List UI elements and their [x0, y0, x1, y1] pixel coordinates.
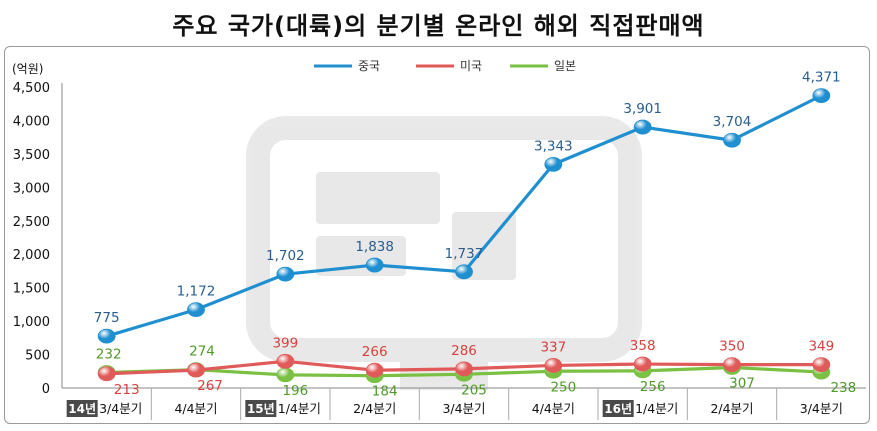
- chart-frame: [4, 46, 870, 424]
- data-point-0: [276, 266, 295, 282]
- data-point-0: [633, 119, 652, 135]
- x-tick-label: 3/4분기: [442, 401, 485, 416]
- chart-title: 주요 국가(대륙)의 분기별 온라인 해외 직접판매액: [172, 12, 705, 40]
- data-point-1: [633, 356, 652, 372]
- data-point-1: [365, 362, 384, 378]
- data-label: 267: [197, 378, 223, 394]
- x-tick-label: 3/4분기: [99, 401, 142, 416]
- data-label: 358: [630, 338, 656, 354]
- data-point-1: [276, 353, 295, 369]
- year-badge-label: 16년: [604, 402, 632, 416]
- data-point-0: [187, 302, 205, 318]
- y-tick-label: 4,500: [13, 81, 50, 96]
- data-point-0: [723, 132, 741, 148]
- data-label: 213: [114, 382, 140, 398]
- data-label: 205: [461, 382, 487, 398]
- data-label: 3,343: [534, 138, 573, 154]
- data-label: 184: [372, 384, 398, 400]
- x-tick-label: 4/4분기: [532, 401, 575, 416]
- data-point-0: [455, 264, 473, 280]
- x-tick-label: 2/4분기: [710, 401, 753, 416]
- data-label: 286: [451, 343, 477, 359]
- data-point-1: [187, 362, 205, 378]
- data-point-0: [812, 88, 831, 104]
- year-badge-label: 15년: [247, 402, 275, 416]
- legend-label: 미국: [460, 59, 482, 73]
- data-label: 256: [640, 379, 666, 395]
- data-point-1: [97, 366, 116, 382]
- x-tick-label: 4/4분기: [174, 401, 217, 416]
- data-label: 1,737: [445, 246, 484, 262]
- data-point-1: [455, 361, 473, 377]
- y-tick-label: 2,500: [13, 215, 50, 230]
- data-label: 250: [550, 379, 576, 395]
- y-tick-label: 500: [25, 349, 50, 364]
- data-point-1: [723, 357, 741, 372]
- x-tick-label: 1/4분기: [278, 401, 321, 416]
- x-tick-label: 3/4분기: [800, 401, 843, 416]
- data-label: 4,371: [802, 70, 841, 86]
- y-tick-label: 0: [42, 382, 50, 397]
- data-label: 1,838: [355, 239, 394, 255]
- year-badge: [245, 400, 277, 417]
- data-label: 399: [272, 335, 298, 351]
- y-tick-label: 1,000: [13, 315, 50, 330]
- y-tick-label: 3,500: [13, 148, 50, 163]
- year-badge-label: 14년: [68, 402, 96, 416]
- data-label: 3,901: [623, 101, 662, 117]
- data-label: 1,172: [177, 284, 216, 300]
- y-tick-label: 4,000: [13, 114, 50, 129]
- data-label: 274: [189, 344, 215, 360]
- data-point-0: [544, 156, 563, 172]
- legend-label: 중국: [358, 59, 380, 73]
- y-tick-label: 3,000: [13, 181, 50, 196]
- data-label: 1,702: [266, 248, 305, 264]
- data-point-1: [544, 358, 563, 373]
- data-label: 266: [362, 344, 388, 360]
- data-label: 232: [96, 346, 122, 362]
- year-badge: [602, 400, 634, 417]
- x-tick-label: 1/4분기: [635, 401, 678, 416]
- data-point-0: [365, 257, 384, 273]
- data-label: 238: [830, 380, 856, 396]
- data-label: 196: [282, 383, 308, 399]
- data-label: 350: [719, 339, 745, 355]
- data-label: 349: [808, 339, 834, 355]
- data-point-0: [97, 328, 116, 344]
- year-badge: [66, 400, 98, 417]
- y-axis-unit: (억원): [12, 62, 43, 76]
- legend-label: 일본: [554, 59, 576, 73]
- data-label: 3,704: [713, 114, 752, 130]
- data-label: 337: [540, 339, 566, 355]
- y-tick-label: 1,500: [13, 282, 50, 297]
- data-point-2: [276, 367, 295, 383]
- data-label: 307: [729, 375, 755, 391]
- y-tick-label: 2,000: [13, 248, 50, 263]
- x-tick-label: 2/4분기: [353, 401, 396, 416]
- data-label: 775: [94, 310, 120, 326]
- data-point-1: [812, 357, 831, 373]
